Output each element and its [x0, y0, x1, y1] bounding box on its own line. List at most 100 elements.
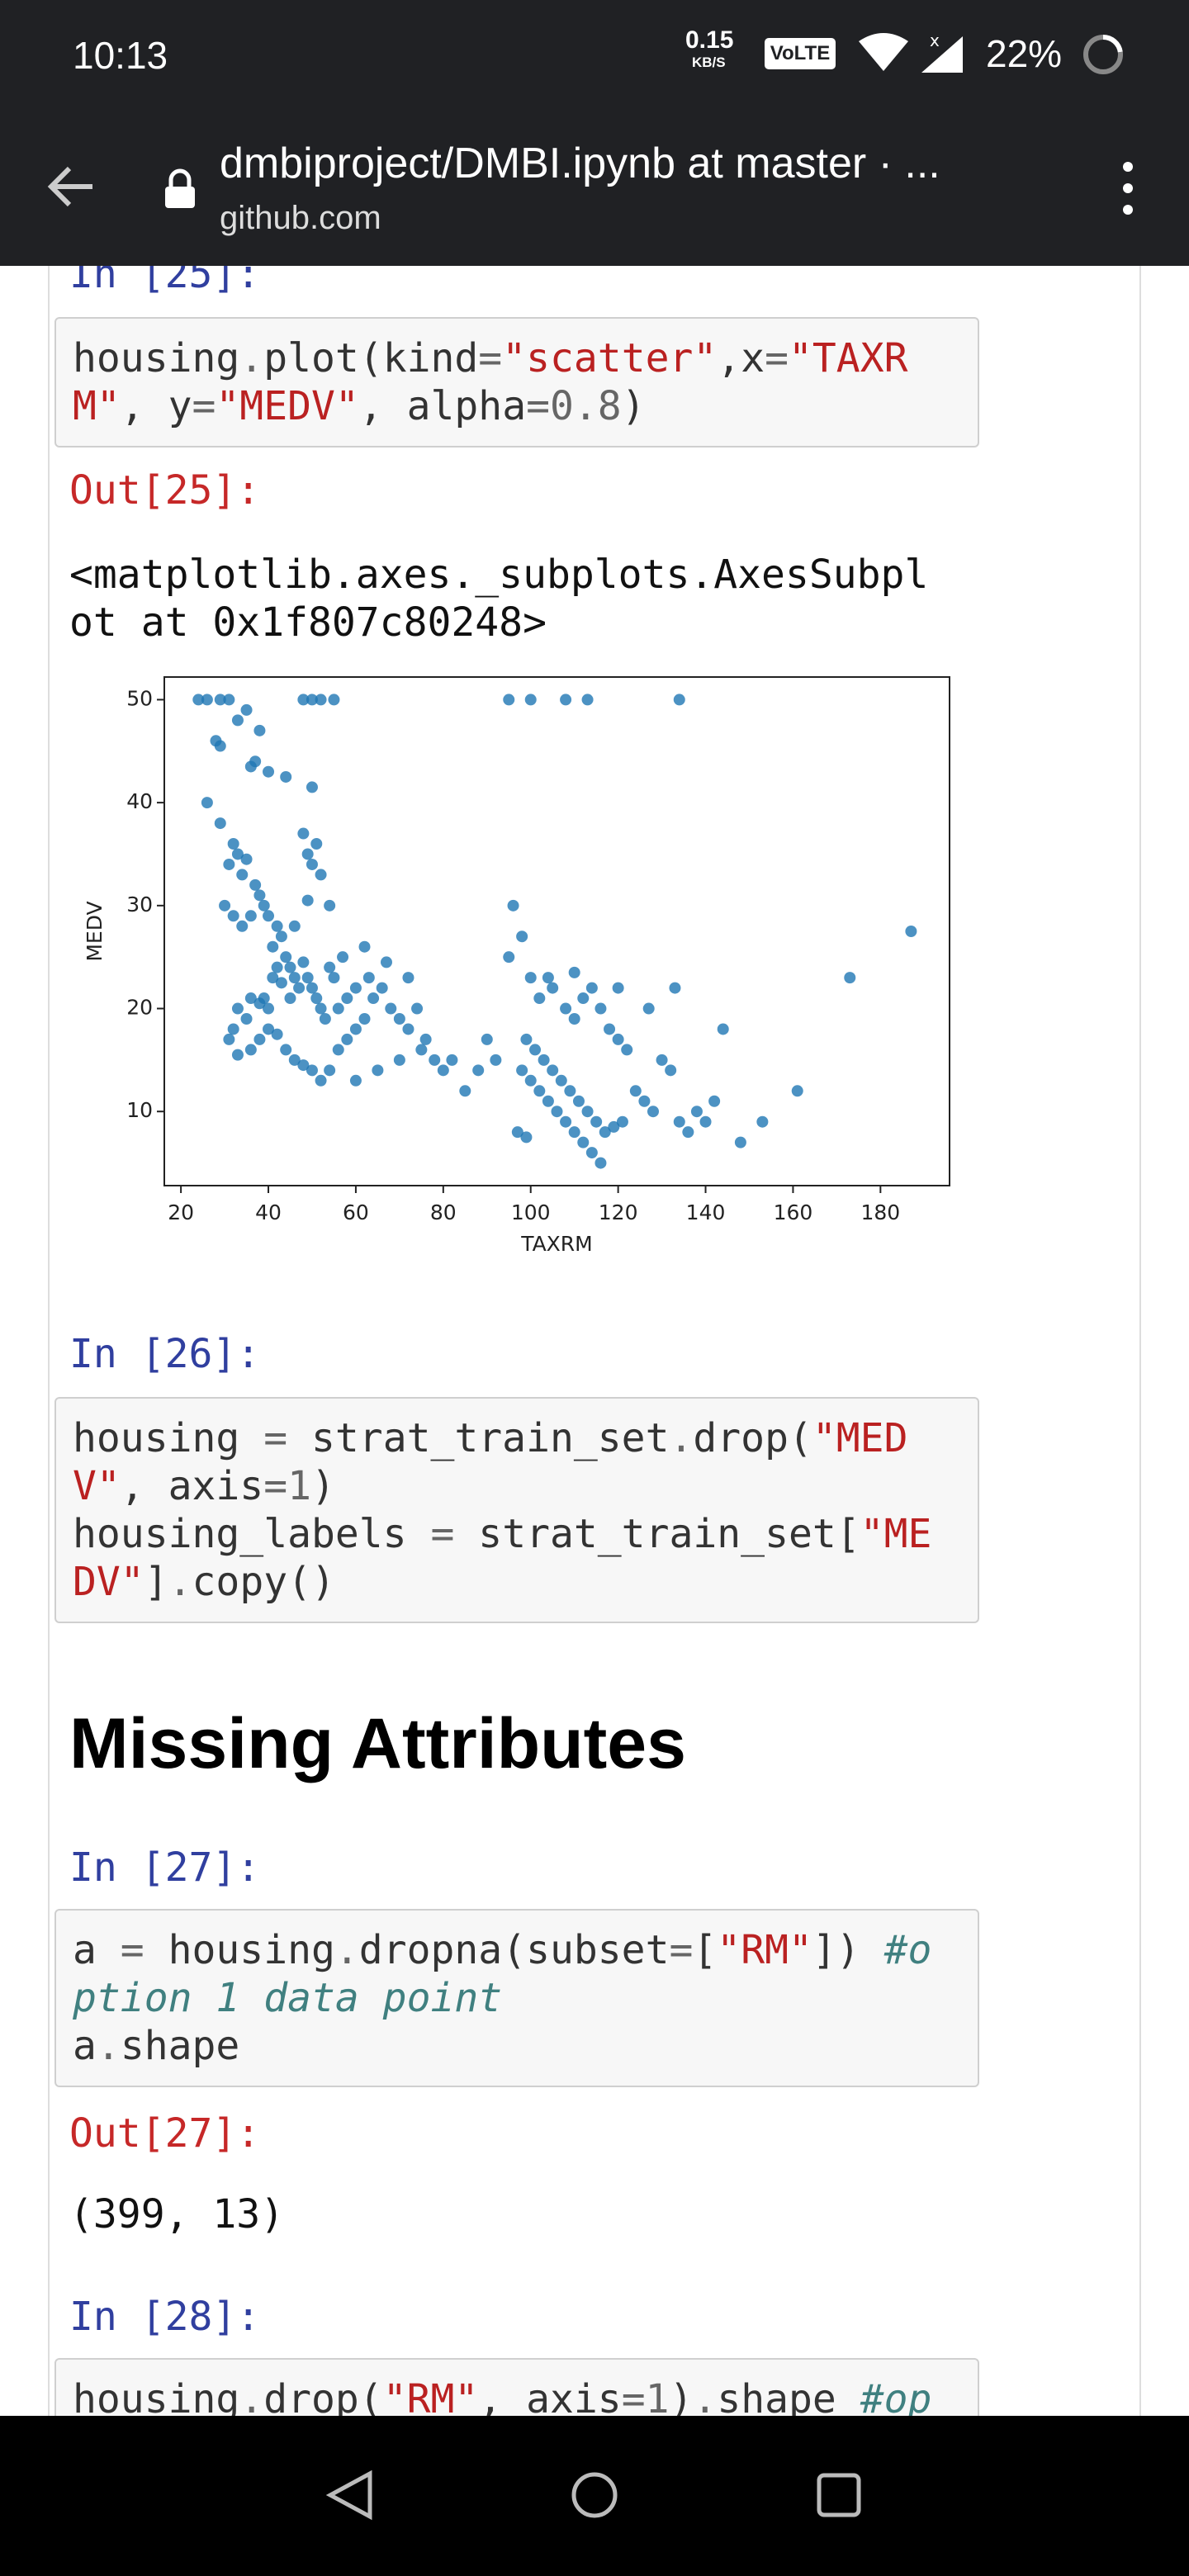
- output-text: <matplotlib.axes._subplots.AxesSubpl: [69, 552, 929, 598]
- nav-back[interactable]: [325, 2469, 372, 2521]
- menu-button[interactable]: [1115, 159, 1141, 218]
- volte-badge: VoLTE: [765, 38, 836, 69]
- point: [612, 982, 624, 994]
- point: [734, 1136, 746, 1148]
- point: [324, 899, 336, 912]
- code-token: shape: [120, 2023, 240, 2069]
- code-token: =: [765, 335, 789, 381]
- page-title[interactable]: dmbiproject/DMBI.ipynb at master · ...: [220, 140, 940, 187]
- code-token: =: [478, 335, 503, 381]
- code-token: =: [526, 383, 550, 429]
- point: [621, 1044, 633, 1056]
- code-token: , axis: [120, 1463, 264, 1509]
- point: [669, 982, 681, 994]
- prompt: Out[25]:: [69, 467, 261, 514]
- point: [297, 694, 310, 706]
- x-tick-label: 60: [343, 1200, 369, 1224]
- code-token: housing_labels: [73, 1511, 431, 1557]
- code-token: =: [430, 1511, 455, 1557]
- point: [647, 1106, 659, 1118]
- point: [511, 1126, 523, 1139]
- point: [358, 940, 371, 953]
- point: [227, 910, 239, 922]
- point: [267, 940, 279, 953]
- point: [393, 1012, 405, 1025]
- clock: 10:13: [73, 34, 168, 77]
- point: [253, 889, 266, 902]
- point: [429, 1054, 441, 1066]
- plot-frame: [163, 676, 950, 1186]
- point: [472, 1064, 485, 1077]
- y-tick-label: 40: [126, 789, 153, 813]
- code-token: housing: [73, 1415, 264, 1461]
- point: [542, 1095, 554, 1107]
- point: [301, 894, 314, 907]
- point: [231, 1049, 244, 1061]
- point: [275, 930, 287, 943]
- nav-recent[interactable]: [817, 2473, 861, 2517]
- point: [271, 920, 283, 932]
- point: [507, 899, 519, 912]
- x-tick-label: 80: [430, 1200, 457, 1224]
- point: [533, 1085, 546, 1097]
- code-token: .: [168, 1559, 192, 1605]
- scatter-chart: 20 40 60 80 100 120 140 160 180 10 20 30 40 50 TAXRM ME…: [83, 676, 950, 1256]
- point: [240, 853, 253, 865]
- point: [393, 1054, 405, 1066]
- point: [524, 972, 537, 984]
- point: [682, 1126, 694, 1139]
- nav-bar: [0, 2416, 1189, 2576]
- point: [223, 694, 235, 706]
- code-token: , y: [120, 383, 192, 429]
- x-tick-label: 40: [255, 1200, 282, 1224]
- point: [253, 724, 266, 736]
- point: [324, 1064, 336, 1077]
- code-token: dropna(subset: [358, 1927, 670, 1973]
- point: [263, 765, 275, 778]
- point: [547, 982, 559, 994]
- point: [568, 966, 580, 978]
- point: [673, 694, 685, 706]
- point: [227, 1023, 239, 1035]
- x-tick-label: 120: [599, 1200, 638, 1224]
- point: [581, 694, 594, 706]
- back-button[interactable]: [45, 162, 97, 211]
- code-token: ): [311, 1463, 335, 1509]
- point: [673, 1115, 685, 1128]
- point: [337, 951, 349, 964]
- point: [275, 977, 287, 989]
- point: [577, 992, 590, 1005]
- page-domain[interactable]: github.com: [220, 200, 381, 236]
- nav-home[interactable]: [571, 2472, 618, 2518]
- code-line: ption 1 data point: [73, 1974, 961, 2022]
- lock-icon: [165, 168, 195, 208]
- point: [708, 1095, 721, 1107]
- point: [358, 1012, 371, 1025]
- point: [585, 1147, 598, 1159]
- point: [415, 1044, 428, 1056]
- code-token: "TAXR: [789, 335, 908, 381]
- point: [564, 1085, 576, 1097]
- point: [306, 858, 318, 870]
- point: [263, 1002, 275, 1015]
- code-token: DV": [73, 1559, 144, 1605]
- point: [608, 1120, 620, 1133]
- code-line: housing = strat_train_set.drop("MED: [73, 1414, 961, 1462]
- code-line: housing.plot(kind="scatter",x="TAXR: [73, 334, 961, 382]
- point: [638, 1095, 651, 1107]
- prompt: In [28]:: [69, 2294, 261, 2340]
- point: [503, 694, 515, 706]
- point: [520, 1033, 533, 1045]
- code-token: 0.8: [550, 383, 622, 429]
- point: [328, 972, 340, 984]
- code-token: M": [73, 383, 121, 429]
- code-token: "MEDV": [216, 383, 359, 429]
- point: [293, 982, 306, 994]
- point: [315, 694, 327, 706]
- code-token: , alpha: [358, 383, 527, 429]
- point: [310, 838, 323, 850]
- point: [297, 1059, 310, 1072]
- code-token: housing: [73, 335, 240, 381]
- point: [590, 1115, 603, 1128]
- point: [604, 1023, 616, 1035]
